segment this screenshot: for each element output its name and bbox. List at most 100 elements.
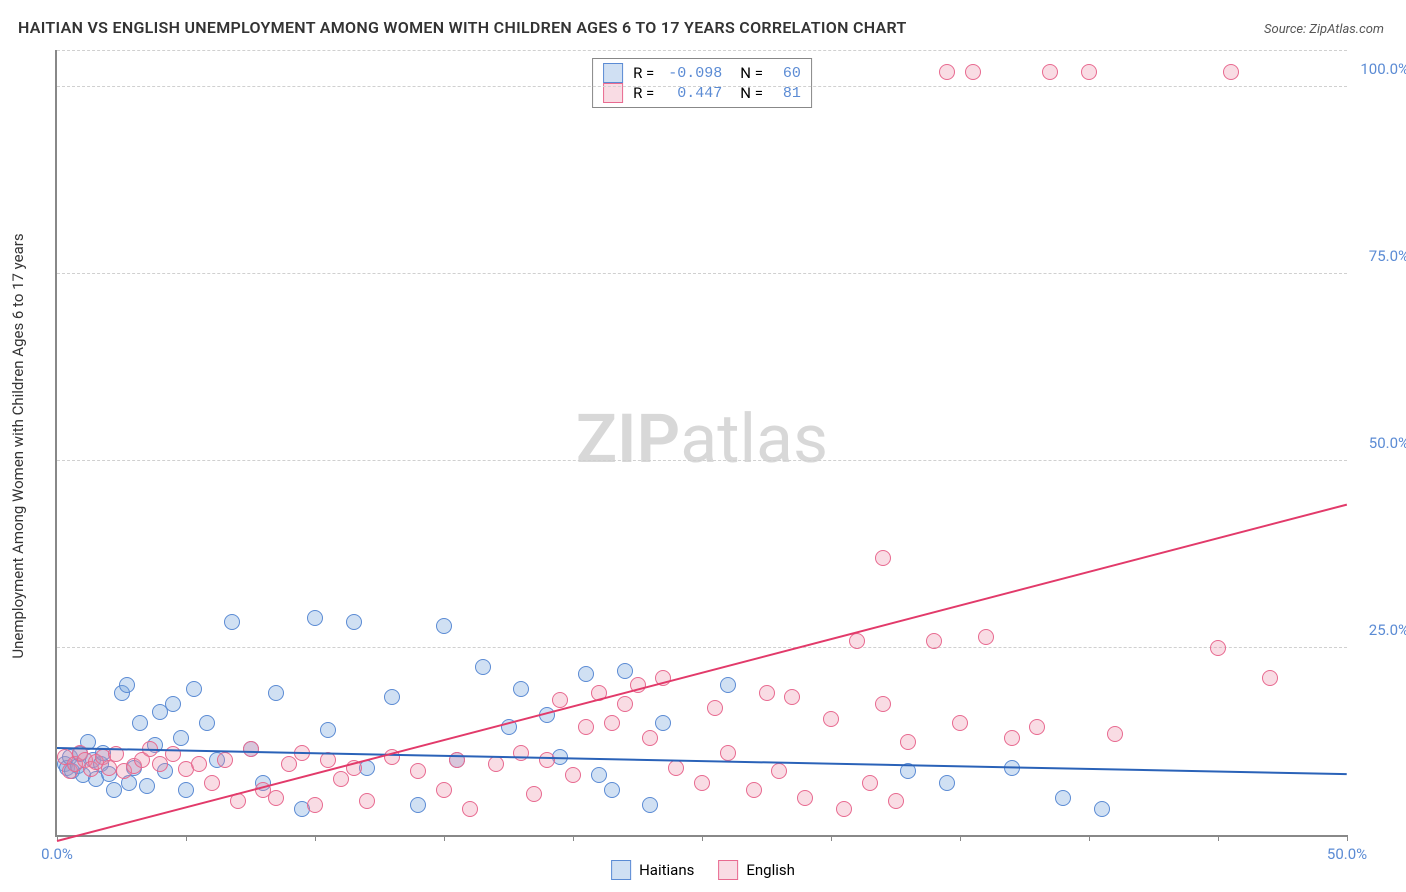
scatter-point [823, 711, 839, 727]
scatter-point [939, 64, 955, 80]
scatter-point [604, 782, 620, 798]
scatter-point [526, 786, 542, 802]
scatter-point [268, 790, 284, 806]
scatter-point [488, 756, 504, 772]
scatter-point [797, 790, 813, 806]
x-tick [1089, 835, 1090, 841]
swatch-icon [611, 860, 631, 880]
scatter-point [165, 696, 181, 712]
scatter-point [199, 715, 215, 731]
x-tick [444, 835, 445, 841]
chart-container: HAITIAN VS ENGLISH UNEMPLOYMENT AMONG WO… [0, 0, 1406, 892]
scatter-point [668, 760, 684, 776]
scatter-point [191, 756, 207, 772]
scatter-point [243, 741, 259, 757]
x-tick [960, 835, 961, 841]
swatch-icon [603, 63, 623, 83]
regression-line [57, 747, 1347, 775]
scatter-point [178, 782, 194, 798]
scatter-point [578, 666, 594, 682]
legend-label: Haitians [639, 861, 694, 879]
scatter-point [1223, 64, 1239, 80]
scatter-point [539, 752, 555, 768]
scatter-point [888, 793, 904, 809]
gridline [57, 86, 1347, 87]
x-tick-label: 0.0% [41, 845, 73, 863]
scatter-point [346, 614, 362, 630]
stat-n-label: N = [740, 64, 763, 82]
x-tick [315, 835, 316, 841]
scatter-point [965, 64, 981, 80]
x-tick [1347, 835, 1348, 841]
scatter-point [952, 715, 968, 731]
scatter-point [578, 719, 594, 735]
x-tick [1218, 835, 1219, 841]
chart-title: HAITIAN VS ENGLISH UNEMPLOYMENT AMONG WO… [18, 18, 907, 37]
scatter-point [771, 763, 787, 779]
legend-item: English [718, 860, 795, 880]
scatter-point [384, 689, 400, 705]
scatter-point [655, 715, 671, 731]
scatter-point [875, 696, 891, 712]
scatter-point [513, 681, 529, 697]
y-tick-label: 100.0% [1354, 60, 1406, 78]
gridline [57, 647, 1347, 648]
scatter-point [307, 797, 323, 813]
scatter-point [565, 767, 581, 783]
scatter-point [462, 801, 478, 817]
scatter-point [862, 775, 878, 791]
scatter-point [106, 782, 122, 798]
scatter-point [642, 797, 658, 813]
legend-label: English [746, 861, 795, 879]
scatter-point [978, 629, 994, 645]
scatter-point [281, 756, 297, 772]
scatter-point [849, 633, 865, 649]
scatter-point [139, 778, 155, 794]
scatter-point [836, 801, 852, 817]
stat-row: R =-0.098N =60 [603, 63, 801, 83]
gridline [57, 460, 1347, 461]
scatter-point [204, 775, 220, 791]
scatter-point [173, 730, 189, 746]
scatter-point [720, 677, 736, 693]
scatter-point [224, 614, 240, 630]
x-tick [831, 835, 832, 841]
scatter-point [1055, 790, 1071, 806]
x-tick [186, 835, 187, 841]
y-tick-label: 25.0% [1354, 621, 1406, 639]
correlation-stats-box: R =-0.098N =60R =0.447N =81 [592, 58, 812, 108]
scatter-point [617, 696, 633, 712]
scatter-point [875, 550, 891, 566]
scatter-point [410, 763, 426, 779]
scatter-point [1081, 64, 1097, 80]
gridline [57, 273, 1347, 274]
x-tick [573, 835, 574, 841]
scatter-point [475, 659, 491, 675]
scatter-point [217, 752, 233, 768]
scatter-point [307, 610, 323, 626]
scatter-point [320, 752, 336, 768]
y-tick-label: 50.0% [1354, 434, 1406, 452]
scatter-point [552, 692, 568, 708]
scatter-point [1107, 726, 1123, 742]
scatter-point [784, 689, 800, 705]
legend-item: Haitians [611, 860, 694, 880]
scatter-point [1094, 801, 1110, 817]
scatter-point [410, 797, 426, 813]
scatter-point [720, 745, 736, 761]
stat-n-value: 60 [773, 65, 801, 82]
scatter-point [694, 775, 710, 791]
scatter-point [268, 685, 284, 701]
scatter-point [333, 771, 349, 787]
plot-area: ZIPatlas R =-0.098N =60R =0.447N =81 25.… [55, 50, 1347, 837]
scatter-point [900, 734, 916, 750]
scatter-point [591, 767, 607, 783]
gridline [57, 50, 1347, 51]
scatter-point [436, 618, 452, 634]
stat-r-value: -0.098 [664, 65, 722, 82]
scatter-point [1210, 640, 1226, 656]
scatter-point [320, 722, 336, 738]
scatter-point [707, 700, 723, 716]
x-tick-label: 50.0% [1327, 845, 1367, 863]
scatter-point [642, 730, 658, 746]
